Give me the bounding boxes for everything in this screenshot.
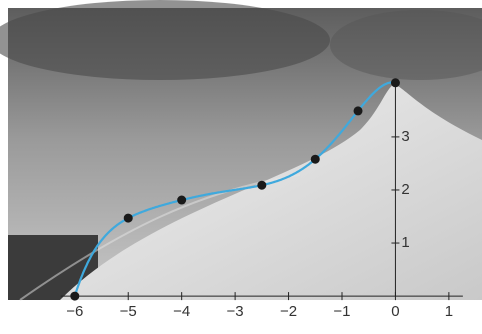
x-tick-label: −6	[66, 303, 83, 320]
x-tick-label: 1	[445, 303, 453, 320]
x-tick-label: −2	[280, 303, 297, 320]
data-point	[390, 78, 400, 88]
y-tick-label: 3	[401, 128, 409, 145]
x-tick-label: −5	[120, 303, 137, 320]
background-photo	[0, 0, 482, 301]
x-tick-label: 0	[391, 303, 399, 320]
data-point	[353, 106, 363, 116]
y-tick-label: 1	[401, 234, 409, 251]
data-point	[177, 195, 187, 205]
data-point	[257, 180, 267, 190]
x-tick-label: −4	[173, 303, 190, 320]
data-point	[123, 213, 133, 223]
data-point	[310, 154, 320, 164]
y-tick-label: 2	[401, 181, 409, 198]
x-tick-label: −1	[333, 303, 350, 320]
x-tick-label: −3	[227, 303, 244, 320]
data-point	[70, 291, 80, 301]
